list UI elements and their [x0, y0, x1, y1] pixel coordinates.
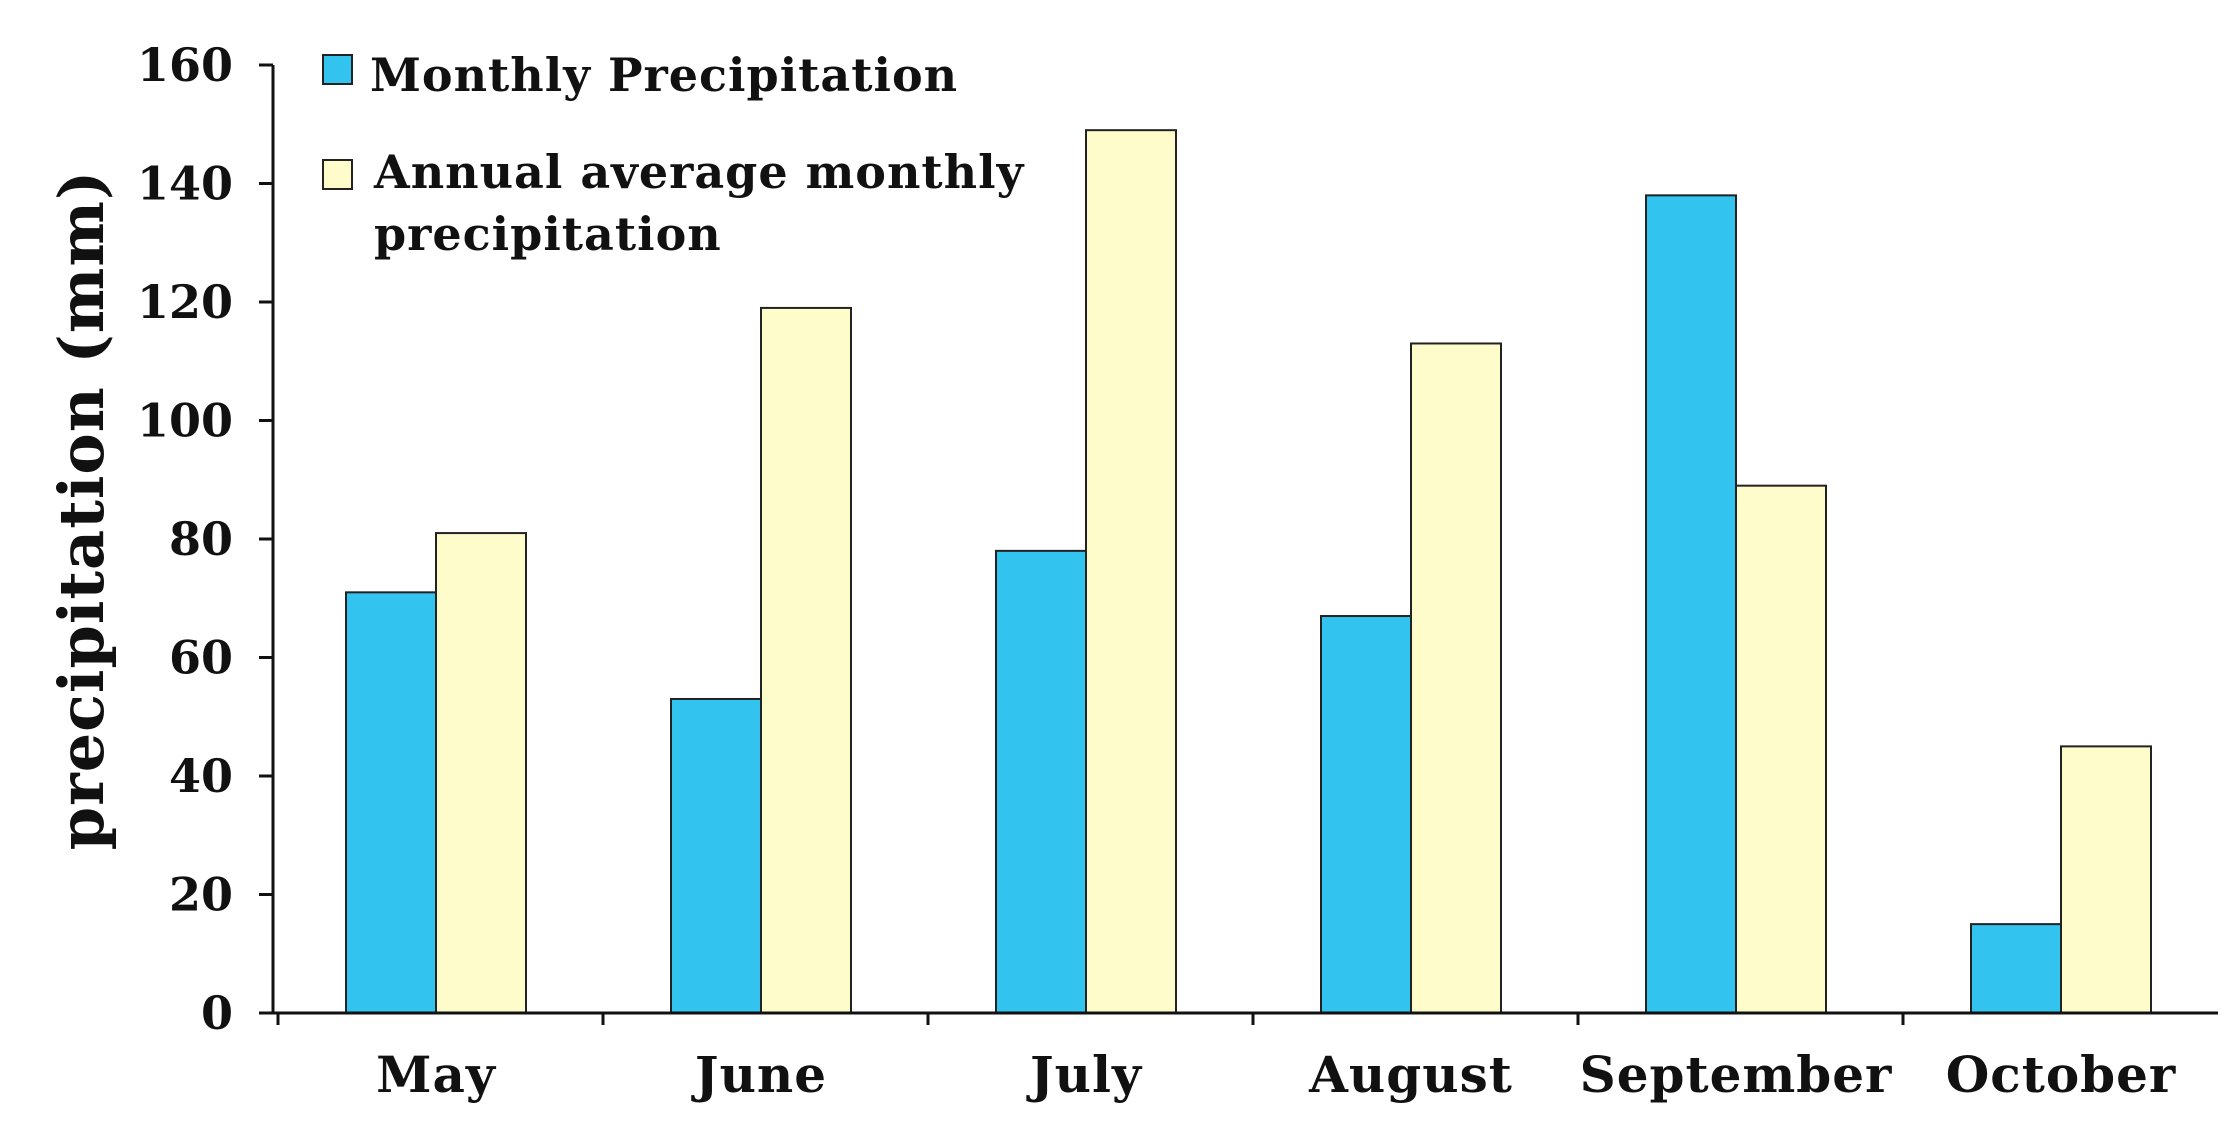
legend-label-annual-average-line2: precipitation	[374, 207, 722, 261]
bar-monthly-october	[1970, 923, 2062, 1014]
y-tick-label: 120	[137, 275, 233, 329]
legend-swatch-annual-average	[322, 159, 353, 190]
y-tick-label: 60	[169, 631, 233, 685]
bar-annual-average-september	[1735, 484, 1827, 1014]
legend-swatch-monthly	[322, 54, 353, 85]
legend: Monthly Precipitation Annual average mon…	[322, 48, 1025, 261]
x-category-label: July	[1026, 1045, 1143, 1104]
y-axis-title: precipitation (mm)	[45, 170, 118, 851]
y-tick-label: 40	[169, 749, 233, 803]
bar-monthly-may	[345, 591, 437, 1014]
bar-monthly-september	[1645, 194, 1737, 1015]
bars-layer	[345, 129, 2152, 1015]
y-tick-label: 140	[137, 157, 233, 211]
bar-annual-average-october	[2060, 745, 2152, 1014]
x-ticks: May June July August September October	[276, 1013, 2177, 1104]
x-category-label: August	[1308, 1045, 1513, 1104]
y-tick-label: 0	[201, 986, 233, 1040]
legend-label-monthly: Monthly Precipitation	[370, 48, 958, 102]
bar-monthly-july	[995, 549, 1087, 1014]
y-tick-label: 80	[169, 512, 233, 566]
x-category-label: October	[1946, 1045, 2177, 1104]
legend-label-annual-average-line1: Annual average monthly	[373, 145, 1025, 199]
x-category-label: May	[376, 1045, 497, 1104]
bar-monthly-june	[670, 697, 762, 1014]
bar-annual-average-july	[1085, 129, 1177, 1015]
bar-annual-average-june	[760, 306, 852, 1014]
y-tick-label: 160	[137, 38, 233, 92]
y-tick-label: 20	[169, 868, 233, 922]
bar-monthly-august	[1320, 615, 1412, 1015]
bar-annual-average-august	[1410, 342, 1502, 1015]
y-ticks: 0 20 40 60 80 100 120 140 160	[137, 38, 273, 1040]
y-tick-label: 100	[137, 394, 233, 448]
bar-annual-average-may	[435, 532, 527, 1014]
x-category-label: September	[1580, 1045, 1893, 1104]
x-category-label: June	[691, 1045, 827, 1104]
